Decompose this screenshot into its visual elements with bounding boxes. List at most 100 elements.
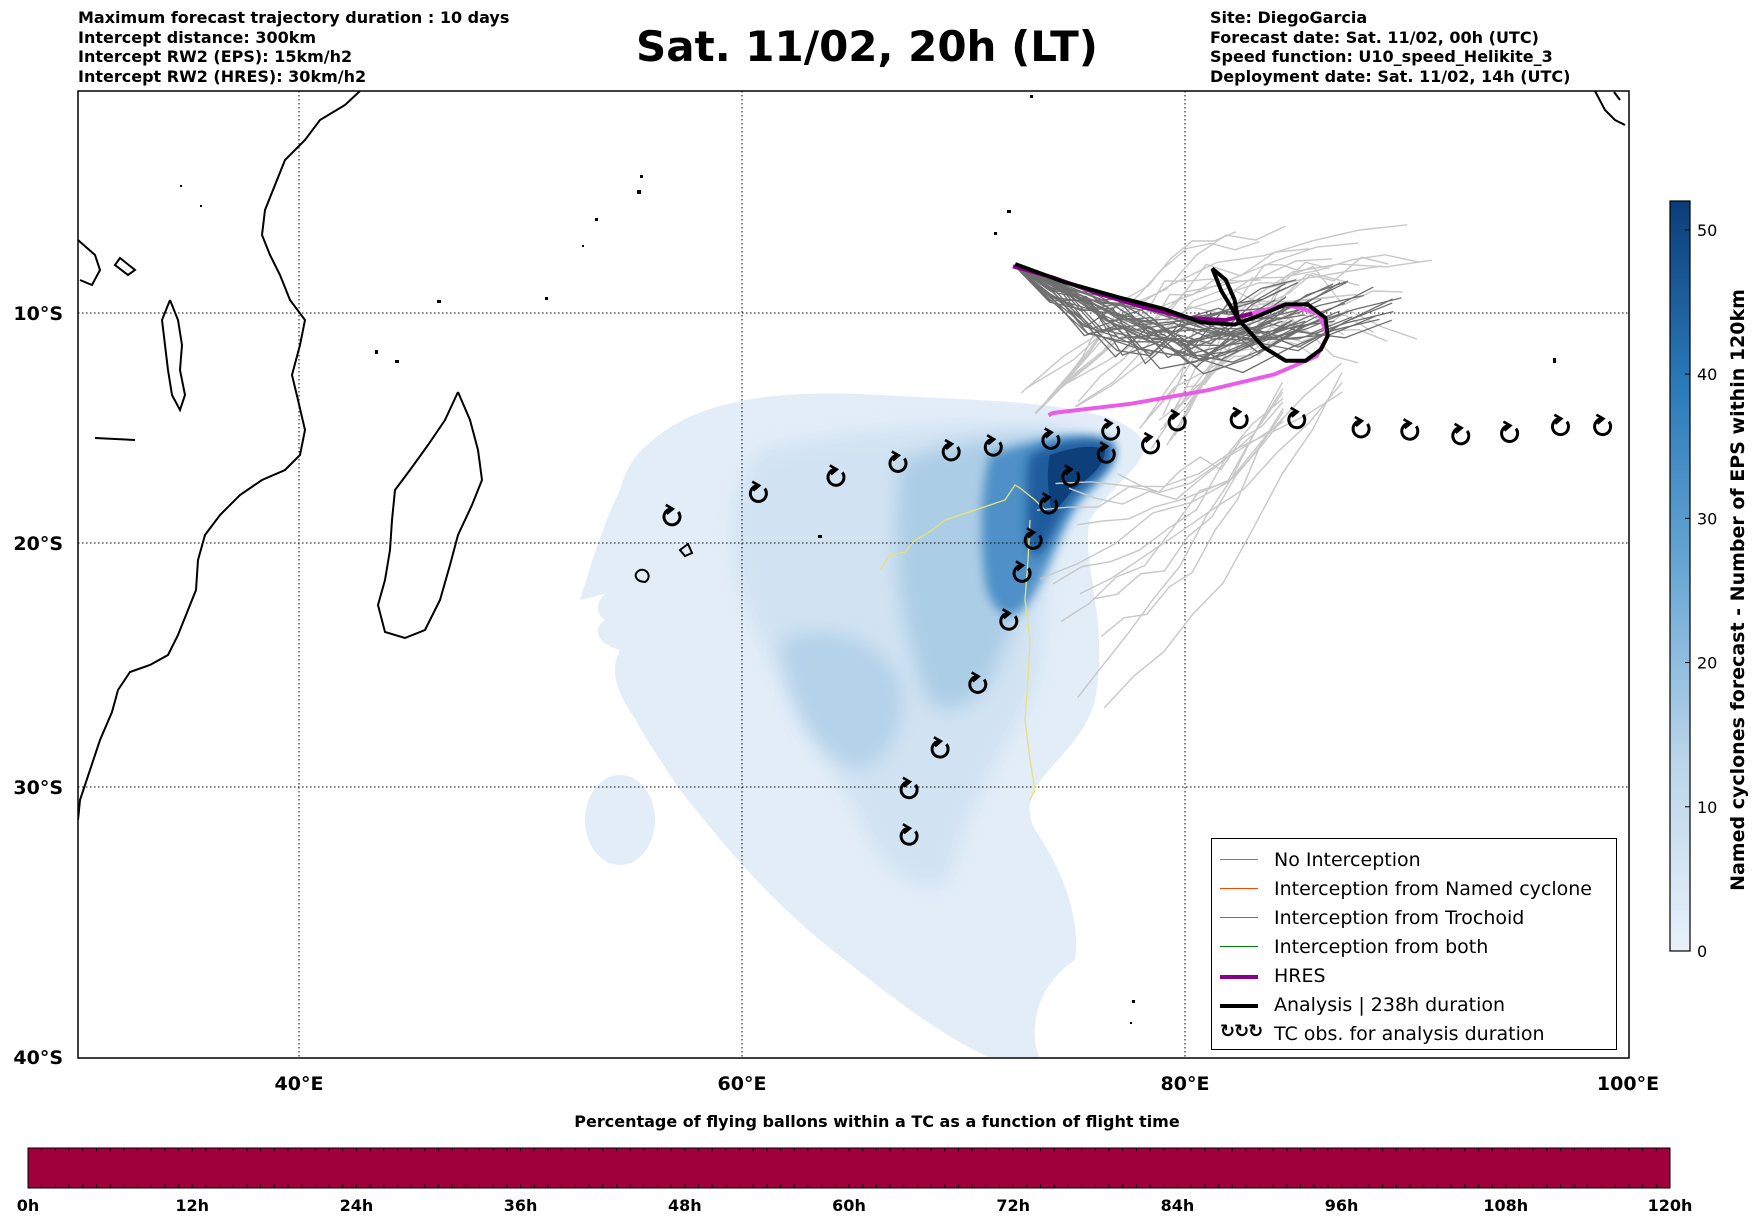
tc-obs-symbol xyxy=(941,438,961,462)
eps-trajectory xyxy=(1014,265,1394,341)
param-intercept-eps: Intercept RW2 (EPS): 15km/h2 xyxy=(78,47,353,66)
legend-label: Interception from both xyxy=(1274,936,1489,958)
tc-obs-symbol xyxy=(1141,431,1161,455)
eps-colorbar: 0 10 20 30 40 50 Named cyclones forecast - Nu… xyxy=(1669,200,1749,961)
eps-trajectory xyxy=(1052,391,1284,585)
eps-trajectory xyxy=(1036,398,1284,511)
eps-trajectory xyxy=(1046,225,1286,401)
tc-obs-legend-icon: ↻↻↻ xyxy=(1220,1021,1263,1042)
lat-tick-label: 10°S xyxy=(13,303,63,325)
flight-time-tick-label: 96h xyxy=(1325,1196,1359,1215)
legend-label: TC obs. for analysis duration xyxy=(1274,1023,1545,1045)
tc-obs-symbol xyxy=(1593,413,1613,437)
map-frame xyxy=(77,90,1630,1059)
lon-tick-label: 100°E xyxy=(1597,1073,1659,1095)
tc-obs-symbol xyxy=(748,480,768,503)
lon-tick-label: 60°E xyxy=(718,1073,767,1095)
lon-tick-label: 80°E xyxy=(1161,1073,1210,1095)
map-title-text: Sat. 11/02, 20h (LT) xyxy=(636,22,1098,71)
param-intercept-distance: Intercept distance: 300km xyxy=(78,27,317,47)
eps-colorbar-gradient xyxy=(1669,200,1691,952)
legend-label: Analysis | 238h duration xyxy=(1274,994,1506,1016)
flight-time-colorbar-title: Percentage of flying ballons within a TC… xyxy=(574,1112,1180,1131)
legend-line-swatch xyxy=(1220,975,1258,979)
tc-obs-symbol xyxy=(999,608,1019,631)
eps-trajectory xyxy=(1060,231,1237,387)
eps-trajectory xyxy=(1068,420,1284,505)
site-info: Site: DiegoGarcia Forecast date: Sat. 11… xyxy=(1210,8,1570,86)
tc-obs-symbol xyxy=(899,776,919,800)
eps-colorbar-tick-label: 40 xyxy=(1697,365,1717,384)
flight-time-tick-label: 48h xyxy=(668,1196,702,1215)
speed-function: Speed function: U10_speed_Helikite_3 xyxy=(1210,47,1553,66)
eps-trajectory xyxy=(1034,248,1310,414)
param-duration: Maximum forecast trajectory duration : 1… xyxy=(78,8,510,27)
legend-line-swatch xyxy=(1220,946,1258,947)
tc-obs-symbol xyxy=(983,434,1003,457)
tc-obs-symbol xyxy=(1451,422,1471,446)
tc-obs-symbol xyxy=(1400,418,1420,441)
legend-label: HRES xyxy=(1274,965,1326,987)
eps-trajectory xyxy=(1039,258,1333,410)
tc-obs-symbol xyxy=(1351,415,1371,439)
eps-trajectory xyxy=(1100,407,1284,637)
flight-time-ticks: 0h 12h 24h 36h 48h 60h 72h 84h 96h 108h 120h xyxy=(17,1196,1693,1215)
flight-time-minor-ticks xyxy=(27,1148,1671,1188)
flight-time-tick-label: 72h xyxy=(996,1196,1030,1215)
tc-obs-symbol xyxy=(1167,408,1187,432)
tc-obs-symbol xyxy=(826,464,846,487)
tc-obs-symbol xyxy=(1061,464,1081,487)
param-intercept-hres: Intercept RW2 (HRES): 30km/h2 xyxy=(78,66,367,86)
tc-obs-symbol xyxy=(1101,418,1121,441)
eps-colorbar-tick-label: 20 xyxy=(1697,654,1717,673)
tc-obs-symbol xyxy=(968,671,988,694)
tc-obs-symbol xyxy=(888,450,908,473)
eps-trajectory xyxy=(1014,265,1299,350)
eps-colorbar-tick-label: 30 xyxy=(1697,509,1717,528)
lon-axis: 40°E 60°E 80°E 100°E xyxy=(275,1073,1660,1095)
eps-trajectory xyxy=(1014,265,1293,344)
lon-tick-label: 40°E xyxy=(275,1073,324,1095)
legend-label: Interception from Trochoid xyxy=(1274,907,1525,929)
eps-trajectory xyxy=(1170,256,1389,441)
eps-colorbar-tick-label: 0 xyxy=(1697,942,1707,961)
eps-trajectory xyxy=(1103,372,1343,709)
tc-obs-symbol xyxy=(1550,413,1570,437)
eps-trajectory xyxy=(1079,381,1343,595)
tc-obs-symbol xyxy=(1012,560,1032,583)
tc-obs-symbol xyxy=(899,823,919,846)
eps-trajectory xyxy=(1074,265,1383,408)
analysis-track xyxy=(1014,262,1330,363)
deployment-date: Deployment date: Sat. 11/02, 14h (UTC) xyxy=(1210,66,1571,86)
flight-time-tick-label: 0h xyxy=(17,1196,40,1215)
flight-time-tick-label: 24h xyxy=(340,1196,374,1215)
eps-trajectory xyxy=(1142,261,1330,425)
map-title: Sat. 11/02, 20h (LT) xyxy=(0,22,1754,71)
flight-time-tick-label: 12h xyxy=(175,1196,209,1215)
legend-line-swatch xyxy=(1220,1004,1258,1008)
yellow-trajectories xyxy=(879,484,1046,801)
eps-colorbar-ticks: 0 10 20 30 40 50 xyxy=(1685,221,1717,961)
lat-tick-label: 30°S xyxy=(13,777,63,799)
legend-line-swatch xyxy=(1220,859,1258,860)
site-name: Site: DiegoGarcia xyxy=(1210,8,1368,27)
legend-item: Interception from Named cyclone xyxy=(1212,876,1616,902)
tc-obs-symbol xyxy=(1500,420,1520,443)
tc-obs-symbol xyxy=(1039,492,1059,515)
flight-time-tick-label: 120h xyxy=(1648,1196,1693,1215)
forecast-date: Forecast date: Sat. 11/02, 00h (UTC) xyxy=(1210,27,1539,47)
legend-item: Analysis | 238h duration xyxy=(1212,992,1616,1018)
lat-tick-label: 20°S xyxy=(13,533,63,555)
legend-label: No Interception xyxy=(1274,849,1421,871)
lat-tick-label: 40°S xyxy=(13,1047,63,1069)
flight-time-tick-label: 108h xyxy=(1483,1196,1528,1215)
tc-obs-symbol xyxy=(1041,427,1061,450)
eps-trajectory xyxy=(1014,265,1283,358)
tc-obs-symbol xyxy=(930,736,950,759)
eps-trajectory xyxy=(1055,391,1343,488)
graticule xyxy=(78,91,1629,1058)
tc-obs-symbol xyxy=(1287,406,1307,430)
eps-trajectory xyxy=(1014,265,1349,357)
flight-time-tick-label: 84h xyxy=(1161,1196,1195,1215)
